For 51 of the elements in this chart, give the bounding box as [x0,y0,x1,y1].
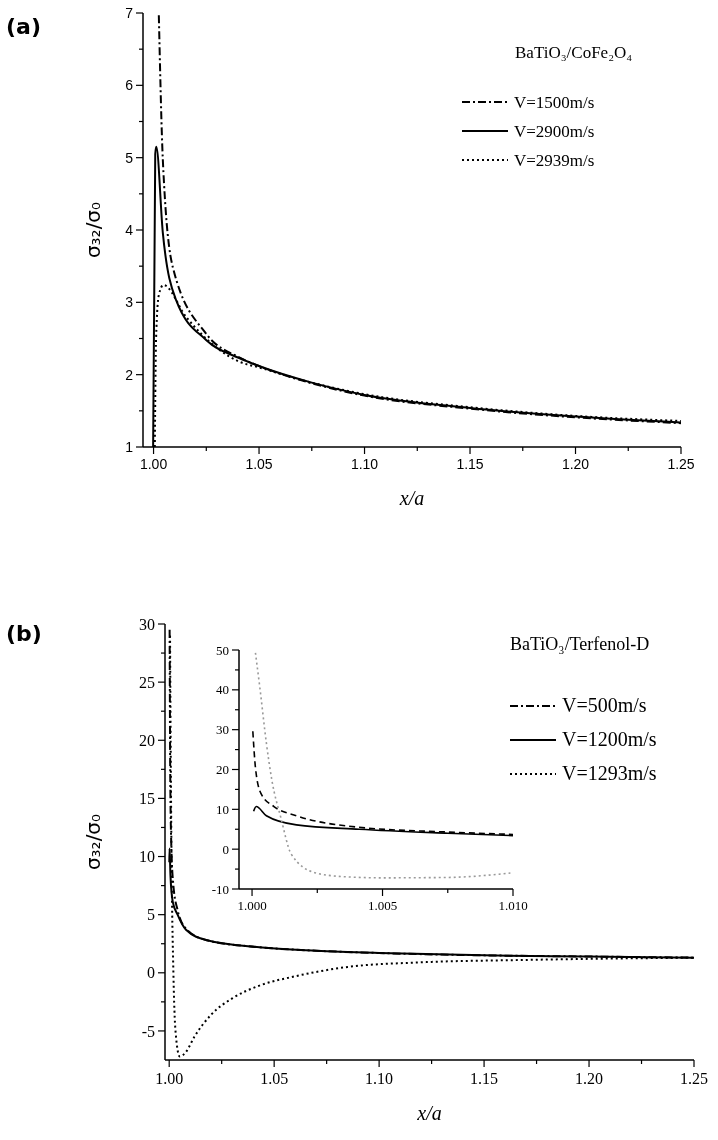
x-tick-label: 1.05 [260,1070,289,1087]
y-tick-label: -10 [211,881,229,897]
x-tick-label: 1.15 [456,456,484,472]
y-tick-label: 25 [139,673,155,691]
x-tick-label: 1.20 [561,456,590,472]
legend-label: V=500m/s [562,694,647,716]
y-tick-label: 0 [147,964,155,982]
x-tick-label: 1.15 [470,1070,499,1087]
y-tick-label: 6 [125,77,134,94]
x-tick-label: 1.25 [667,456,695,472]
y-tick-label: 0 [222,841,229,857]
y-axis-title: σ₃₂/σ₀ [81,201,105,259]
y-tick-label: 50 [216,642,229,658]
y-axis-title: σ₃₂/σ₀ [81,813,105,871]
y-tick-label: 10 [216,801,229,817]
y-tick-label: 5 [147,906,155,924]
y-tick-label: 1 [125,438,134,455]
x-tick-label: 1.005 [367,898,398,913]
y-tick-label: 7 [125,4,134,21]
legend-label: V=1500m/s [514,93,595,112]
x-axis-title: x/a [416,1102,442,1124]
y-tick-label: 15 [139,790,155,807]
x-tick-label: 1.20 [575,1070,604,1087]
legend-label: V=1293m/s [562,762,657,784]
legend-label: V=2900m/s [514,122,595,141]
x-tick-label: 1.05 [245,456,273,472]
legend-label: V=1200m/s [562,728,657,750]
y-tick-label: 10 [139,848,155,866]
chart-title: (a) [6,14,41,39]
y-tick-label: 5 [125,149,134,166]
y-tick-label: 30 [139,615,155,633]
chart-title: (b) [6,621,42,646]
y-tick-label: 2 [125,366,134,383]
x-tick-label: 1.000 [237,898,267,913]
y-tick-label: 4 [125,221,134,238]
x-tick-label: 1.010 [498,898,528,913]
x-tick-label: 1.10 [350,456,379,472]
x-axis-title: x/a [398,487,425,509]
x-tick-label: 1.00 [155,1070,184,1087]
y-tick-label: 3 [125,294,134,311]
y-tick-label: 30 [216,722,229,738]
x-tick-label: 1.10 [365,1070,394,1087]
y-tick-label: 20 [216,762,229,778]
x-tick-label: 1.00 [139,456,168,472]
y-tick-label: 20 [139,731,155,749]
legend-title: BaTiO₃/CoFe₂O₄ [515,43,633,62]
x-tick-label: 1.25 [680,1070,708,1087]
legend-title: BaTiO₃/Terfenol-D [510,634,650,654]
y-tick-label: 40 [216,682,229,698]
legend-label: V=2939m/s [514,151,595,170]
y-tick-label: -5 [141,1022,155,1040]
